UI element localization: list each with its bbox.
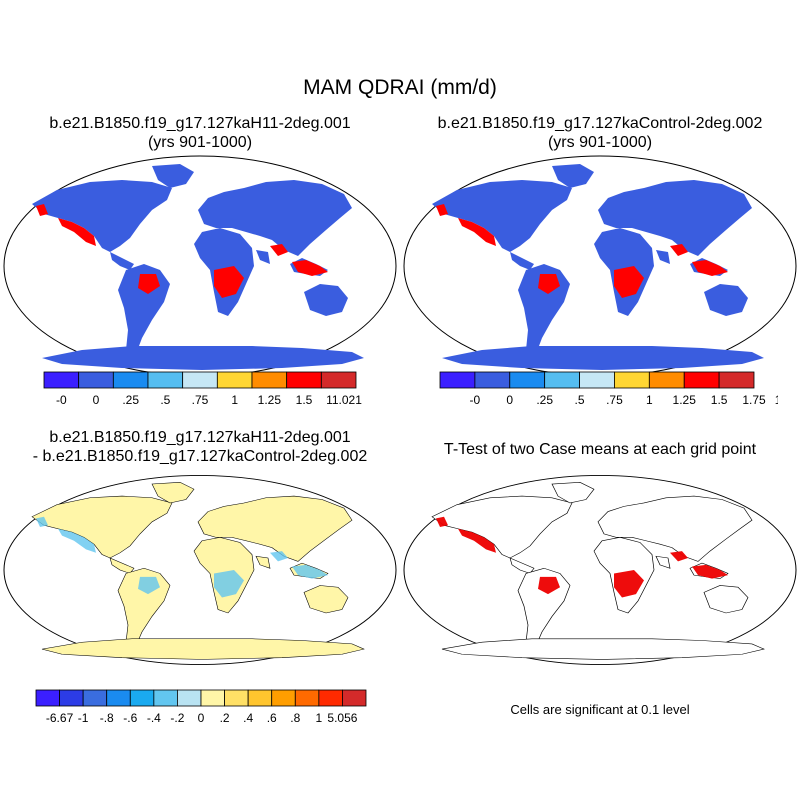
colorbar-swatch: [43, 371, 80, 389]
colorbar-swatch: [251, 371, 288, 389]
colorbar-swatch: [78, 371, 114, 389]
colorbar-swatch: [614, 371, 650, 389]
colorbar-label: 1.75: [742, 393, 766, 407]
panel-control-title: b.e21.B1850.f19_g17.127kaControl-2deg.00…: [400, 114, 800, 152]
colorbar-swatch: [247, 689, 273, 707]
colorbar-label: 0: [506, 393, 513, 407]
colorbar-swatch: [106, 689, 131, 707]
colorbar-label: -.6: [123, 711, 137, 725]
colorbar-label: 11.021: [326, 393, 362, 407]
colorbar-swatch: [271, 689, 296, 707]
colorbar-label: 1: [646, 393, 653, 407]
colorbar-label: -.4: [147, 711, 161, 725]
colorbar-label: 5.056: [327, 711, 357, 725]
colorbar-label: 0: [93, 393, 100, 407]
colorbar-label: 1: [231, 393, 238, 407]
colorbar-swatch: [544, 371, 580, 389]
colorbar-label: .4: [243, 711, 253, 725]
colorbar-label: 0: [198, 711, 205, 725]
colorbar-label: 1.5: [296, 393, 313, 407]
colorbar-swatch: [648, 371, 685, 389]
colorbar-label: -.8: [100, 711, 114, 725]
colorbar-label: -6.67: [46, 711, 74, 725]
colorbar-difference: -6.67 -1 -.8 -.6 -.4 -.2 0 .2 .4 .6 .8 1 5.056: [35, 689, 367, 725]
colorbar-control: -0 0 .25 .5 .75 1 1.25 1.5 1.75 11.11: [439, 371, 778, 407]
panel-control-title-line1: b.e21.B1850.f19_g17.127kaControl-2deg.00…: [437, 115, 763, 132]
panel-case-title: b.e21.B1850.f19_g17.127kaH11-2deg.001 (y…: [0, 114, 400, 152]
colorbar-swatch: [82, 689, 108, 707]
colorbar-swatch: [182, 371, 218, 389]
panel-difference-title-line2: - b.e21.B1850.f19_g17.127kaControl-2deg.…: [32, 448, 368, 465]
colorbar-swatch: [579, 371, 615, 389]
colorbar-label: .75: [606, 393, 623, 407]
figure-title: MAM QDRAI (mm/d): [303, 76, 497, 99]
colorbar-swatch: [59, 689, 84, 707]
colorbar-swatch: [320, 371, 357, 389]
colorbar-label: .25: [122, 393, 139, 407]
colorbar-label: -0: [56, 393, 67, 407]
colorbar-swatch: [683, 371, 720, 389]
colorbar-label: .25: [536, 393, 553, 407]
panel-difference-title-line1: b.e21.B1850.f19_g17.127kaH11-2deg.001: [49, 429, 351, 446]
map-difference: [3, 475, 397, 665]
panel-case-title-line2: (yrs 901-1000): [147, 134, 253, 151]
map-control: [403, 155, 797, 377]
panel-ttest-title-line1: T-Test of two Case means at each grid po…: [443, 441, 757, 458]
panel-case-title-line1: b.e21.B1850.f19_g17.127kaH11-2deg.001: [49, 115, 351, 132]
colorbar-swatch: [718, 371, 755, 389]
colorbar-swatch: [318, 689, 343, 707]
colorbar-swatch: [509, 371, 546, 389]
map-ttest: [403, 475, 797, 665]
colorbar-swatch: [147, 371, 184, 389]
colorbar-label: .8: [290, 711, 300, 725]
ttest-note: Cells are significant at 0.1 level: [510, 702, 690, 717]
colorbar-label: .5: [160, 393, 170, 407]
colorbar-label: 11.11: [775, 393, 778, 407]
colorbar-swatch: [177, 689, 202, 707]
colorbar-swatch: [153, 689, 178, 707]
colorbar-swatch: [200, 689, 225, 707]
panel-ttest-title: T-Test of two Case means at each grid po…: [400, 440, 800, 459]
colorbar-label: .5: [575, 393, 585, 407]
colorbar-label: -1: [78, 711, 89, 725]
colorbar-label: 1.25: [673, 393, 697, 407]
colorbar-swatch: [224, 689, 249, 707]
colorbar-label: .2: [220, 711, 230, 725]
colorbar-swatch: [112, 371, 149, 389]
colorbar-label: .75: [192, 393, 209, 407]
colorbar-swatch: [35, 689, 60, 707]
panel-difference-title: b.e21.B1850.f19_g17.127kaH11-2deg.001 - …: [0, 428, 400, 466]
colorbar-label: -0: [470, 393, 481, 407]
panel-control-title-line2: (yrs 901-1000): [547, 134, 653, 151]
colorbar-label: 1: [316, 711, 323, 725]
colorbar-label: -.2: [170, 711, 184, 725]
colorbar-label: .6: [267, 711, 277, 725]
colorbar-label: 1.5: [711, 393, 728, 407]
colorbar-swatch: [294, 689, 320, 707]
colorbar-swatch: [342, 689, 367, 707]
colorbar-swatch: [439, 371, 476, 389]
colorbar-case: -0 0 .25 .5 .75 1 1.25 1.5 11.021: [43, 371, 362, 407]
colorbar-swatch: [474, 371, 511, 389]
colorbar-swatch: [216, 371, 253, 389]
colorbar-swatch: [286, 371, 322, 389]
colorbar-label: 1.25: [258, 393, 282, 407]
colorbar-swatch: [129, 689, 155, 707]
map-case: [3, 155, 397, 377]
